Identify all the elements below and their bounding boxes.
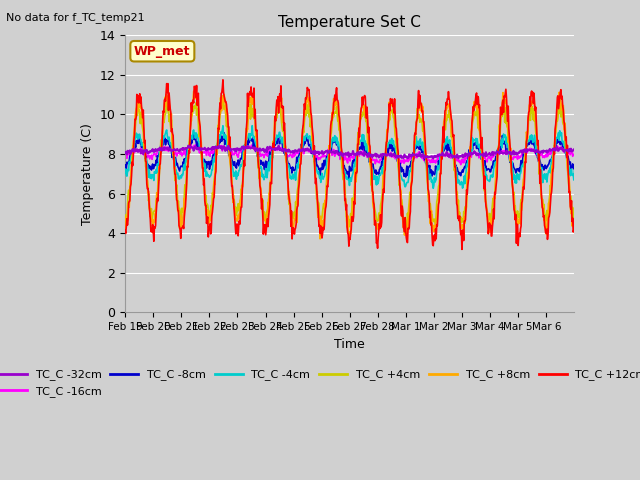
Title: Temperature Set C: Temperature Set C (278, 15, 421, 30)
Text: WP_met: WP_met (134, 45, 191, 58)
Y-axis label: Temperature (C): Temperature (C) (81, 123, 94, 225)
Text: No data for f_TC_temp21: No data for f_TC_temp21 (6, 12, 145, 23)
Legend: TC_C -32cm, TC_C -16cm, TC_C -8cm, TC_C -4cm, TC_C +4cm, TC_C +8cm, TC_C +12cm: TC_C -32cm, TC_C -16cm, TC_C -8cm, TC_C … (0, 365, 640, 401)
X-axis label: Time: Time (334, 337, 365, 350)
